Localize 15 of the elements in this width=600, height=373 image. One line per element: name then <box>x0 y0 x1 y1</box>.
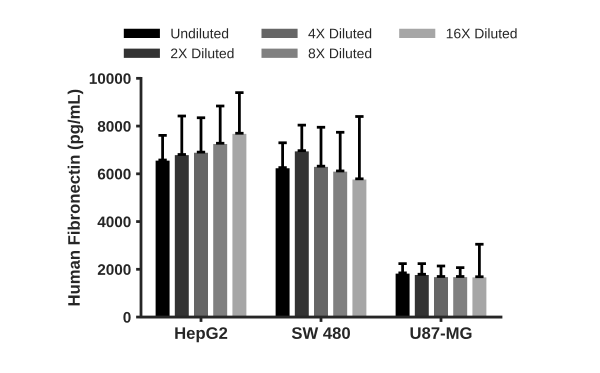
y-tick-label: 4000 <box>98 216 131 228</box>
y-tick-label: 8000 <box>98 120 131 132</box>
legend-label: 2X Diluted <box>171 48 234 58</box>
legend-label: 4X Diluted <box>308 28 372 38</box>
y-tick-label: 2000 <box>98 264 131 275</box>
legend-label: 8X Diluted <box>308 48 372 58</box>
y-axis-title: Human Fibronectin (pg/mL) <box>68 90 84 306</box>
legend-label: 16X Diluted <box>446 28 517 38</box>
y-tick-label: 6000 <box>98 168 131 180</box>
x-tick-label: U87-MG <box>410 327 472 340</box>
y-tick-label: 10000 <box>90 73 131 84</box>
x-tick-label: SW 480 <box>292 327 350 340</box>
legend-label: Undiluted <box>171 28 228 38</box>
x-tick-label: HepG2 <box>175 327 228 342</box>
y-tick-label: 0 <box>123 312 131 323</box>
